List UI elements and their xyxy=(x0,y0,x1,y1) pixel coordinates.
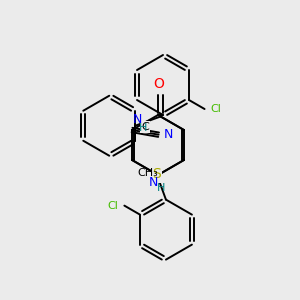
Text: Cl: Cl xyxy=(107,201,118,211)
Text: N: N xyxy=(148,176,158,188)
Text: S: S xyxy=(152,167,161,181)
Text: H: H xyxy=(139,123,147,133)
Text: N: N xyxy=(133,113,142,126)
Text: N: N xyxy=(164,128,173,141)
Text: CH₃: CH₃ xyxy=(137,168,158,178)
Text: H: H xyxy=(157,183,165,193)
Text: O: O xyxy=(153,77,164,91)
Text: C: C xyxy=(141,122,149,132)
Text: Cl: Cl xyxy=(211,104,221,114)
